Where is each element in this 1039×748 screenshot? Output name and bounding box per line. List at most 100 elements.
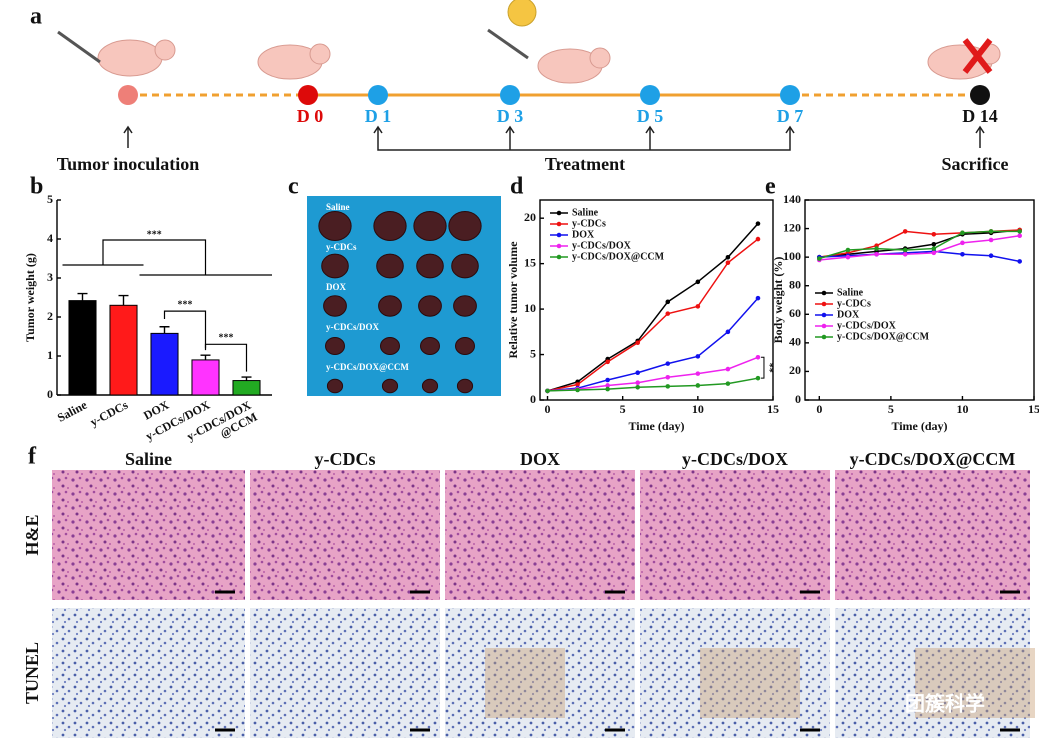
series-marker: [635, 380, 641, 386]
series-line: [819, 250, 1020, 263]
row-title: H&E: [22, 514, 42, 555]
tumor-photo-content: Saline y-CDCs DOX y-CDCs/DOX y-CDCs/DOX@CCM: [318, 202, 482, 394]
series-marker: [695, 371, 701, 376]
series-marker: [988, 237, 994, 243]
error-bar: [159, 326, 170, 334]
y-tick-label: 140: [783, 192, 801, 206]
series-marker: [605, 377, 610, 383]
series-marker: [755, 221, 761, 226]
y-tick-label: 15: [524, 255, 536, 269]
event-label: Treatment: [545, 154, 625, 174]
series-line: [547, 377, 759, 392]
series-marker: [605, 386, 610, 392]
tumor: [455, 337, 475, 355]
x-axis-label: Time (day): [628, 419, 684, 433]
y-tick-label: 4: [47, 231, 53, 245]
error-bar: [118, 294, 129, 306]
significance-bracket: [204, 343, 248, 372]
y-tick-label: 0: [795, 392, 801, 406]
series-line: [547, 356, 759, 392]
significance-label: ***: [219, 333, 234, 344]
apoptosis-stain: [915, 648, 1035, 718]
tumor: [325, 337, 345, 355]
series-marker: [695, 383, 701, 388]
nanoparticle-icon: [507, 0, 537, 27]
series-marker: [665, 384, 671, 389]
series-marker: [665, 311, 671, 316]
tumor: [376, 253, 404, 279]
apoptosis-stain: [700, 648, 800, 718]
series-marker: [575, 387, 580, 393]
series-line: [819, 230, 1020, 260]
tumor: [318, 211, 352, 241]
histology-panels: Saline y-CDCs DOX y-CDCs/DOX y-CDCs/DOX@CCM H…: [22, 449, 1035, 738]
series-marker: [695, 304, 701, 309]
syringe-icons: [57, 28, 529, 64]
series-marker: [960, 251, 965, 257]
series-marker: [931, 231, 937, 237]
micrograph: [835, 470, 1030, 600]
column-title: y-CDCs/DOX: [682, 449, 788, 469]
series-marker: [545, 388, 550, 394]
apoptosis-stain: [485, 648, 565, 718]
legend-marker: [556, 210, 562, 216]
series-marker: [755, 236, 761, 242]
series-marker: [605, 359, 610, 365]
tumor: [323, 295, 347, 317]
x-tick-label: Saline: [55, 397, 90, 424]
tumor: [373, 211, 407, 241]
legend-marker: [556, 243, 562, 249]
legend-marker: [556, 221, 562, 227]
panel-label: f: [28, 444, 37, 470]
tumor: [321, 253, 349, 279]
y-axis-label: Relative tumor volume: [506, 241, 520, 359]
series-marker: [725, 254, 731, 260]
series-line: [819, 229, 1020, 258]
x-tick-label: 5: [620, 402, 626, 416]
watermark: 团簇科学: [905, 692, 985, 716]
y-tick-label: 0: [530, 392, 536, 406]
event-label: Tumor inoculation: [57, 154, 200, 174]
panel-label: d: [510, 174, 524, 200]
photo-label: Saline: [326, 202, 350, 212]
legend-marker: [556, 232, 562, 238]
series-marker: [755, 295, 761, 301]
x-tick-label: 10: [956, 402, 968, 416]
y-tick-label: 3: [47, 270, 53, 284]
series-marker: [665, 299, 671, 305]
series-marker: [695, 279, 701, 285]
series-marker: [874, 251, 879, 257]
series-marker: [605, 383, 610, 388]
micrograph: [52, 608, 245, 738]
day-label: D 1: [365, 106, 392, 126]
series-marker: [902, 229, 908, 234]
x-tick-label: 0: [816, 402, 822, 416]
tumor: [381, 378, 399, 394]
bar: [109, 304, 138, 396]
day-label: D 3: [497, 106, 524, 126]
tumor: [418, 295, 442, 317]
tumor: [413, 211, 447, 241]
series-marker: [1017, 229, 1022, 234]
y-tick-label: 120: [783, 220, 801, 234]
y-tick-label: 10: [524, 301, 536, 315]
y-tick-label: 100: [783, 249, 801, 263]
significance-bracket: [163, 310, 207, 349]
plot-frame: [804, 199, 1035, 401]
series-marker: [931, 250, 937, 256]
legend-label: y-CDCs/DOX@CCM: [572, 251, 665, 262]
series-marker: [931, 241, 937, 247]
series-marker: [988, 253, 994, 259]
tumor: [378, 295, 402, 317]
series-marker: [902, 251, 908, 257]
legend-label: y-CDCs/DOX: [572, 240, 632, 251]
y-tick-label: 2: [47, 309, 53, 323]
series-marker: [845, 254, 851, 260]
series-marker: [1017, 233, 1022, 239]
column-title: Saline: [125, 449, 172, 469]
legend-label: DOX: [837, 309, 860, 320]
series-marker: [931, 246, 937, 251]
micrograph: [445, 470, 635, 600]
legend-marker: [821, 290, 827, 296]
significance-bracket: [760, 356, 765, 379]
